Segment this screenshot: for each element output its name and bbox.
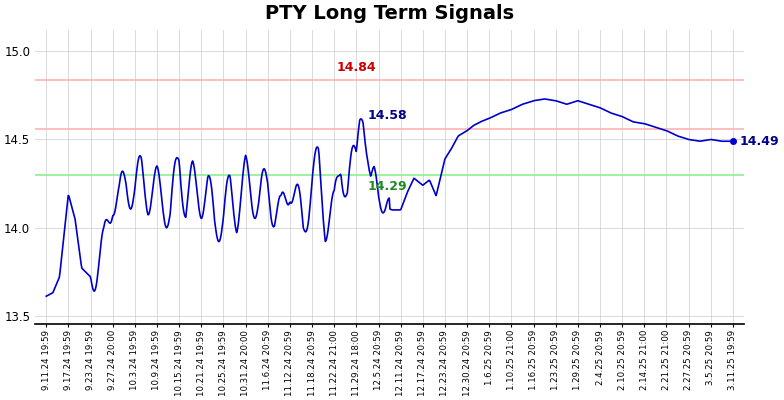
Text: 14.49: 14.49 bbox=[739, 135, 779, 148]
Title: PTY Long Term Signals: PTY Long Term Signals bbox=[265, 4, 514, 23]
Text: 14.84: 14.84 bbox=[336, 61, 376, 74]
Text: 14.58: 14.58 bbox=[368, 109, 407, 122]
Text: 14.29: 14.29 bbox=[368, 180, 407, 193]
